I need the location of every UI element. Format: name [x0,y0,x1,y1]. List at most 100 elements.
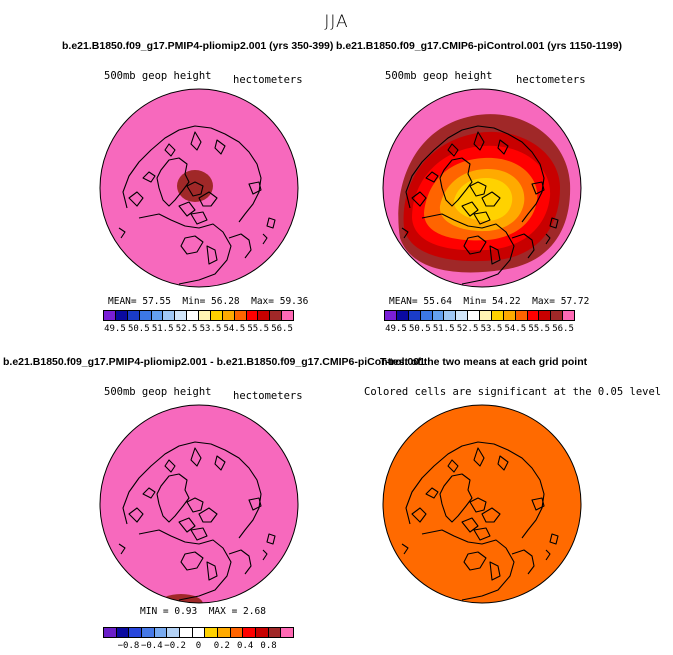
colorbar-swatch [180,628,193,637]
colorbar-tick-label: 55.5 [528,324,551,334]
colorbar-swatch [222,311,235,320]
colorbar-swatch [167,628,181,637]
colorbar-tick-label: 49.5 [104,324,126,334]
colorbar-tick-label: 56.5 [271,324,293,334]
figure-title: JJA [324,12,349,32]
colorbar-swatch [503,311,516,320]
panel-1-max-label: Max= [251,296,274,307]
colorbar-swatch [256,628,269,637]
panel-3-polar-map [99,404,299,604]
colorbar-tick-label: 52.5 [456,324,479,334]
colorbar-swatch [408,311,421,320]
panel-1-min: 56.28 [211,296,240,307]
panel-2-mean-label: MEAN= [389,296,418,307]
colorbar-tick-label: 0.8 [260,641,277,651]
panel-4-significance-label: Colored cells are significant at the 0.0… [364,386,662,398]
colorbar-swatch [281,628,294,637]
colorbar-tick-label: −0.4 [140,641,163,651]
panel-1-run-title: b.e21.B1850.f09_g17.PMIP4-pliomip2.001 (… [62,40,334,52]
colorbar-swatch [396,311,409,320]
colorbar-swatch [129,628,143,637]
panel-3-colorbar-ticks: −0.8 −0.4 −0.2 0 0.2 0.4 0.8 [103,641,294,653]
colorbar-swatch [154,628,168,637]
panel-4-polar-map [382,404,582,604]
colorbar-swatch [192,628,206,637]
colorbar-swatch [127,311,140,320]
colorbar-swatch [551,311,564,320]
colorbar-swatch [456,311,469,320]
panel-2-max: 57.72 [560,296,590,307]
colorbar-tick-label: 51.5 [432,324,455,334]
colorbar-swatch [491,311,504,320]
panel-2-max-label: Max= [532,296,555,307]
colorbar-swatch [139,311,152,320]
colorbar-swatch [163,311,176,320]
colorbar-swatch [539,311,552,320]
colorbar-tick-label: 53.5 [199,324,222,334]
colorbar-tick-label: 0 [195,641,202,651]
panel-3-run-title: b.e21.B1850.f09_g17.PMIP4-pliomip2.001 -… [3,356,425,368]
panel-1-min-label: Min= [182,296,206,307]
colorbar-swatch [258,311,271,320]
colorbar-tick-label: 0.2 [213,641,230,651]
colorbar-swatch [210,311,223,320]
panel-1-units-label: hectometers [233,74,303,86]
panel-1-colorbar [103,310,294,321]
colorbar-tick-label: 51.5 [151,324,174,334]
panel-3-stats: MIN = 0.93 MAX = 2.68 [140,606,266,617]
panel-3-max: 2.68 [243,606,266,617]
colorbar-swatch [230,628,244,637]
colorbar-tick-label: 49.5 [385,324,407,334]
panel-1-max: 59.36 [279,296,309,307]
colorbar-swatch [116,628,130,637]
colorbar-swatch [234,311,247,320]
panel-3-units-label: hectometers [233,390,303,402]
colorbar-tick-label: 50.5 [408,324,431,334]
colorbar-tick-label: 54.5 [223,324,246,334]
colorbar-tick-label: 55.5 [247,324,270,334]
colorbar-tick-label: 54.5 [504,324,527,334]
panel-2-variable-label: 500mb geop height [385,70,493,82]
colorbar-tick-label: 50.5 [127,324,150,334]
panel-3-max-label: MAX = [208,606,238,617]
panel-1-variable-label: 500mb geop height [104,70,212,82]
colorbar-swatch [282,311,293,320]
panel-2-colorbar [384,310,575,321]
panel-2-units-label: hectometers [516,74,586,86]
colorbar-tick-label: −0.2 [164,641,186,651]
panel-1-colorbar-ticks: 49.5 50.5 51.5 52.5 53.5 54.5 55.5 56.5 [103,324,294,336]
panel-2-min-label: Min= [463,296,487,307]
colorbar-swatch [480,311,492,320]
colorbar-swatch [420,311,433,320]
colorbar-tick-label: 0.4 [237,641,254,651]
colorbar-swatch [385,311,397,320]
colorbar-swatch [243,628,257,637]
panel-3-variable-label: 500mb geop height [104,386,212,398]
colorbar-swatch [444,311,457,320]
colorbar-swatch [175,311,188,320]
colorbar-swatch [268,628,282,637]
colorbar-swatch [142,628,155,637]
panel-1-stats: MEAN= 57.55 Min= 56.28 Max= 59.36 [108,296,308,307]
colorbar-swatch [246,311,259,320]
colorbar-tick-label: −0.8 [117,641,140,651]
colorbar-swatch [527,311,540,320]
panel-2-stats: MEAN= 55.64 Min= 54.22 Max= 57.72 [389,296,589,307]
colorbar-swatch [270,311,283,320]
panel-3-min-label: MIN = [140,606,169,617]
panel-2-run-title: b.e21.B1850.f09_g17.CMIP6-piControl.001 … [336,40,622,52]
panel-2-mean: 55.64 [423,296,452,307]
colorbar-swatch [151,311,164,320]
colorbar-swatch [104,628,117,637]
panel-1-mean: 57.55 [142,296,171,307]
colorbar-tick-label: 52.5 [175,324,198,334]
panel-2-min: 54.22 [492,296,521,307]
panel-1-mean-label: MEAN= [108,296,137,307]
colorbar-swatch [199,311,211,320]
panel-2-polar-map [382,88,582,288]
colorbar-swatch [468,311,480,320]
colorbar-swatch [104,311,116,320]
colorbar-tick-label: 56.5 [552,324,574,334]
panel-4-run-title: T-test of the two means at each grid poi… [380,356,588,368]
colorbar-swatch [115,311,128,320]
